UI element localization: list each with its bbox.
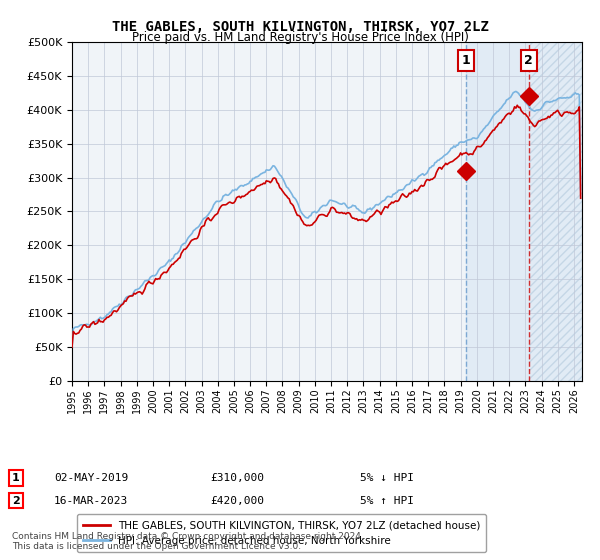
Text: £420,000: £420,000 — [210, 496, 264, 506]
Bar — [466, 42, 582, 381]
Text: 02-MAY-2019: 02-MAY-2019 — [54, 473, 128, 483]
Text: 1: 1 — [12, 473, 20, 483]
Text: 2: 2 — [12, 496, 20, 506]
Bar — [529, 42, 582, 381]
Text: Contains HM Land Registry data © Crown copyright and database right 2024.
This d: Contains HM Land Registry data © Crown c… — [12, 532, 364, 552]
Text: Price paid vs. HM Land Registry's House Price Index (HPI): Price paid vs. HM Land Registry's House … — [131, 31, 469, 44]
Text: 5% ↓ HPI: 5% ↓ HPI — [360, 473, 414, 483]
Text: 2: 2 — [524, 54, 533, 67]
Bar — [529, 42, 582, 381]
Text: 1: 1 — [461, 54, 470, 67]
Legend: THE GABLES, SOUTH KILVINGTON, THIRSK, YO7 2LZ (detached house), HPI: Average pri: THE GABLES, SOUTH KILVINGTON, THIRSK, YO… — [77, 514, 487, 552]
Text: £310,000: £310,000 — [210, 473, 264, 483]
Text: THE GABLES, SOUTH KILVINGTON, THIRSK, YO7 2LZ: THE GABLES, SOUTH KILVINGTON, THIRSK, YO… — [112, 20, 488, 34]
Text: 16-MAR-2023: 16-MAR-2023 — [54, 496, 128, 506]
Text: 5% ↑ HPI: 5% ↑ HPI — [360, 496, 414, 506]
